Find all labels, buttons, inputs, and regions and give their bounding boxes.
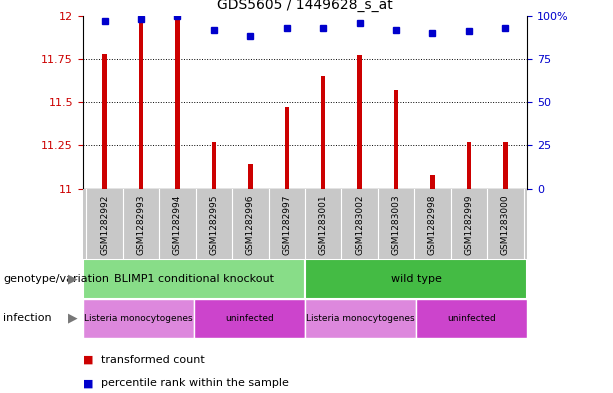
Bar <box>211 142 216 189</box>
Text: GSM1283002: GSM1283002 <box>355 194 364 255</box>
Text: GSM1282996: GSM1282996 <box>246 194 255 255</box>
Text: infection: infection <box>3 313 51 323</box>
Bar <box>503 142 508 189</box>
Text: GSM1282992: GSM1282992 <box>100 194 109 255</box>
Bar <box>248 164 253 189</box>
Text: uninfected: uninfected <box>447 314 496 323</box>
Text: GSM1282995: GSM1282995 <box>210 194 218 255</box>
Bar <box>175 17 180 189</box>
Text: Listeria monocytogenes: Listeria monocytogenes <box>306 314 415 323</box>
Text: GSM1282998: GSM1282998 <box>428 194 437 255</box>
Text: percentile rank within the sample: percentile rank within the sample <box>101 378 289 388</box>
Text: uninfected: uninfected <box>225 314 274 323</box>
Bar <box>466 142 471 189</box>
Text: GSM1283001: GSM1283001 <box>319 194 328 255</box>
Text: genotype/variation: genotype/variation <box>3 274 109 284</box>
Bar <box>102 54 107 189</box>
Bar <box>305 259 527 299</box>
Text: transformed count: transformed count <box>101 354 205 365</box>
Text: ■: ■ <box>83 378 93 388</box>
Text: GSM1282993: GSM1282993 <box>137 194 145 255</box>
Bar <box>139 21 143 189</box>
Text: GSM1282997: GSM1282997 <box>282 194 291 255</box>
Bar <box>357 55 362 189</box>
Text: ▶: ▶ <box>67 312 77 325</box>
Bar <box>83 259 305 299</box>
Bar <box>194 299 305 338</box>
Bar <box>394 90 398 189</box>
Bar <box>321 76 326 189</box>
Title: GDS5605 / 1449628_s_at: GDS5605 / 1449628_s_at <box>217 0 393 12</box>
Text: ■: ■ <box>83 354 93 365</box>
Bar <box>284 107 289 189</box>
Text: ▶: ▶ <box>67 272 77 286</box>
Text: GSM1283000: GSM1283000 <box>501 194 510 255</box>
Text: Listeria monocytogenes: Listeria monocytogenes <box>84 314 192 323</box>
Bar <box>430 175 435 189</box>
Bar <box>416 299 527 338</box>
Text: GSM1283003: GSM1283003 <box>392 194 400 255</box>
Bar <box>305 299 416 338</box>
Text: BLIMP1 conditional knockout: BLIMP1 conditional knockout <box>114 274 274 284</box>
Text: GSM1282999: GSM1282999 <box>465 194 473 255</box>
Bar <box>83 299 194 338</box>
Text: wild type: wild type <box>390 274 441 284</box>
Text: GSM1282994: GSM1282994 <box>173 194 182 255</box>
